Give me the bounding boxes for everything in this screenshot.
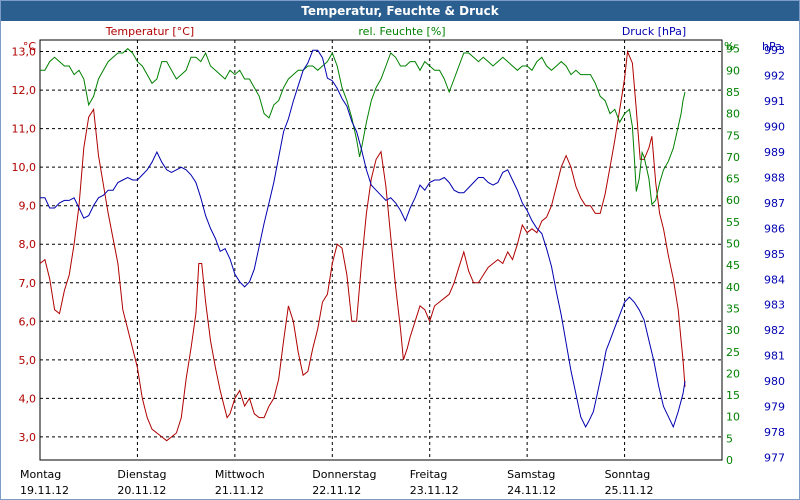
humidity-tick: 40	[726, 281, 740, 294]
humidity-tick: 25	[726, 346, 740, 359]
temperature-tick: 7,0	[19, 277, 37, 290]
humidity-tick: 60	[726, 194, 740, 207]
x-tick-day: Donnerstag	[312, 468, 376, 481]
chart-title: Temperatur, Feuchte & Druck	[1, 1, 799, 21]
humidity-tick: 90	[726, 64, 740, 77]
x-tick-date: 21.11.12	[215, 484, 264, 497]
humidity-tick: 30	[726, 324, 740, 337]
tick-labels: 3,0 4,0 5,0 6,0 7,0 8,0 9,0 10,0 11,0 12,0 13,0 0 5 1…	[12, 43, 786, 467]
humidity-tick: 45	[726, 259, 740, 272]
humidity-tick: 80	[726, 108, 740, 121]
pressure-tick: 992	[764, 70, 785, 83]
temperature-tick: 4,0	[19, 392, 37, 405]
pressure-tick: 979	[764, 401, 785, 414]
humidity-tick: 0	[726, 454, 733, 467]
x-tick-day: Dienstag	[117, 468, 166, 481]
humidity-tick: 10	[726, 411, 740, 424]
humidity-tick: 50	[726, 238, 740, 251]
pressure-tick: 977	[764, 451, 785, 464]
temperature-tick: 9,0	[19, 200, 37, 213]
temperature-tick: 12,0	[12, 84, 37, 97]
pressure-tick: 986	[764, 222, 785, 235]
x-tick-date: 24.11.12	[507, 484, 556, 497]
humidity-tick: 20	[726, 367, 740, 380]
pressure-tick: 982	[764, 324, 785, 337]
x-tick-day: Freitag	[410, 468, 448, 481]
pressure-tick: 983	[764, 299, 785, 312]
pressure-tick: 991	[764, 95, 785, 108]
pressure-unit: hPa	[762, 40, 782, 53]
temperature-line	[39, 49, 686, 442]
x-axis-labels: Montag 19.11.12 Dienstag 20.11.12 Mittwoch 21…	[20, 468, 654, 497]
x-tick-date: 25.11.12	[605, 484, 654, 497]
humidity-tick: 65	[726, 173, 740, 186]
humidity-tick: 55	[726, 216, 740, 229]
pressure-line	[40, 49, 686, 429]
humidity-tick: 5	[726, 432, 733, 445]
humidity-tick: 85	[726, 86, 740, 99]
humidity-tick: 15	[726, 389, 740, 402]
pressure-tick: 978	[764, 426, 785, 439]
pressure-tick: 981	[764, 350, 785, 363]
humidity-unit: %	[724, 40, 734, 53]
temperature-tick: 5,0	[19, 354, 37, 367]
pressure-tick: 989	[764, 146, 785, 159]
x-tick-day: Sonntag	[605, 468, 651, 481]
temperature-axis-label: Temperatur [°C]	[105, 25, 194, 38]
humidity-tick: 35	[726, 302, 740, 315]
pressure-axis-label: Druck [hPa]	[622, 25, 686, 38]
pressure-tick: 990	[764, 121, 785, 134]
pressure-tick: 993	[764, 44, 785, 57]
x-tick-date: 23.11.12	[410, 484, 459, 497]
x-tick-date: 20.11.12	[117, 484, 166, 497]
pressure-tick: 985	[764, 248, 785, 261]
series-lines	[39, 48, 686, 442]
humidity-tick: 70	[726, 151, 740, 164]
x-tick-date: 19.11.12	[20, 484, 69, 497]
pressure-tick: 988	[764, 171, 785, 184]
pressure-tick: 980	[764, 375, 785, 388]
humidity-axis-label: rel. Feuchte [%]	[358, 25, 445, 38]
humidity-tick: 95	[726, 43, 740, 56]
temperature-tick: 6,0	[19, 315, 37, 328]
temperature-tick: 11,0	[12, 123, 37, 136]
grid-lines	[40, 40, 722, 460]
x-tick-day: Montag	[20, 468, 61, 481]
temperature-tick: 3,0	[19, 431, 37, 444]
axis-labels: Temperatur [°C] rel. Feuchte [%] Druck […	[23, 25, 782, 53]
temperature-unit: °C	[23, 40, 37, 53]
temperature-tick: 8,0	[19, 238, 37, 251]
humidity-tick: 75	[726, 129, 740, 142]
temperature-tick: 10,0	[12, 161, 37, 174]
temperature-tick: 13,0	[12, 46, 37, 59]
pressure-tick: 987	[764, 197, 785, 210]
x-tick-day: Mittwoch	[215, 468, 265, 481]
x-tick-day: Samstag	[507, 468, 555, 481]
humidity-line	[40, 48, 686, 206]
pressure-tick: 984	[764, 273, 785, 286]
x-tick-date: 22.11.12	[312, 484, 361, 497]
